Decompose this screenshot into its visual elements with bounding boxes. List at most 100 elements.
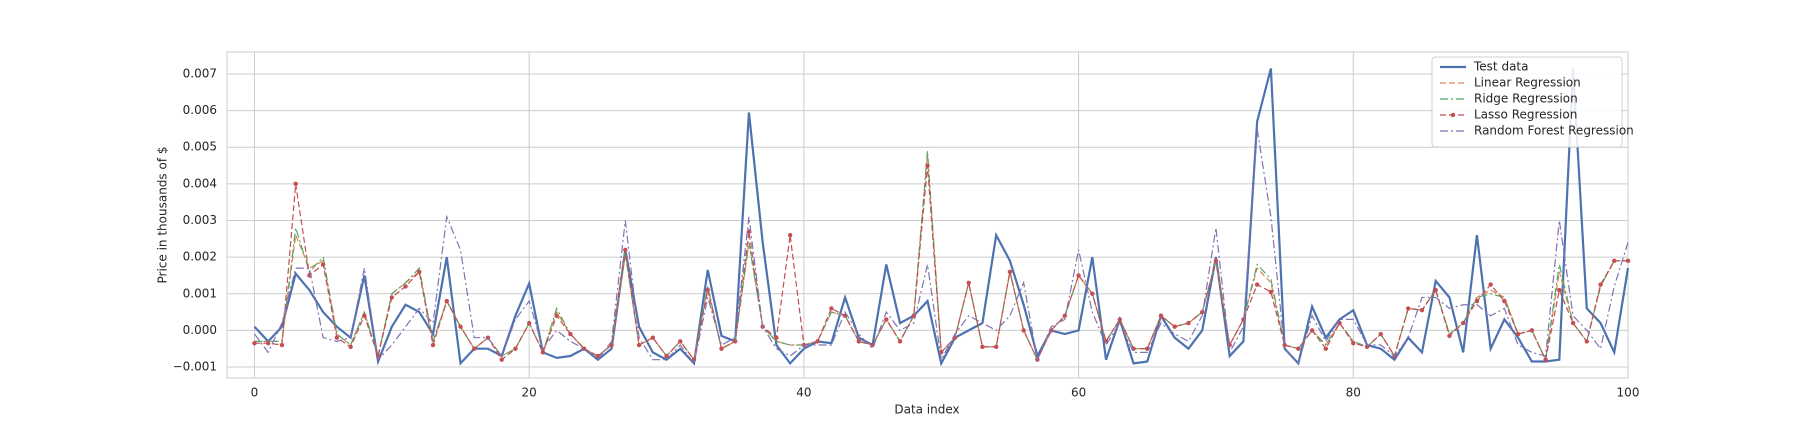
point [1460, 320, 1466, 326]
point [348, 344, 353, 350]
point [966, 280, 971, 285]
y-axis-label: Price in thousands of $ [156, 146, 170, 283]
point [1433, 287, 1438, 293]
grid [227, 52, 1629, 378]
point [719, 346, 724, 351]
point [389, 295, 395, 300]
point [897, 339, 903, 344]
point [1364, 344, 1370, 350]
y-tick-label: 0.005 [183, 140, 217, 154]
point [1625, 258, 1631, 263]
point [925, 163, 930, 168]
y-tick-label: 0.001 [183, 286, 217, 300]
point [1186, 320, 1191, 326]
x-tick-label: 40 [796, 386, 811, 400]
y-tick-label: 0.007 [183, 66, 217, 80]
point [1502, 298, 1507, 304]
point [1612, 258, 1617, 263]
x-tick-label: 60 [1071, 386, 1086, 400]
point [1172, 324, 1177, 329]
x-tick-label: 20 [522, 386, 537, 400]
point [650, 335, 655, 340]
point [733, 339, 738, 344]
plot-area [226, 51, 1629, 379]
point [320, 262, 326, 267]
point [568, 331, 573, 337]
point [430, 342, 436, 348]
point [1268, 289, 1274, 295]
point [1488, 282, 1493, 287]
point [595, 353, 601, 359]
point [980, 344, 985, 350]
point [1145, 346, 1150, 351]
point [1158, 313, 1164, 318]
point [678, 339, 683, 344]
point [403, 284, 408, 289]
point [334, 335, 340, 340]
legend: Test data Linear Regression Ridge Regressi… [1431, 56, 1634, 148]
point [1007, 269, 1013, 274]
y-tick-label: 0.002 [183, 250, 217, 264]
point [705, 287, 710, 293]
point [540, 350, 546, 355]
legend-label: Test data [1473, 60, 1528, 74]
legend-label: Lasso Regression [1474, 108, 1577, 122]
point [1282, 342, 1287, 348]
point [293, 181, 298, 187]
point [1200, 309, 1205, 315]
point [499, 357, 504, 362]
point [1557, 287, 1562, 293]
point [993, 344, 999, 350]
point [252, 341, 257, 346]
y-tick-label: 0.006 [183, 103, 217, 117]
y-tick-label: 0.003 [183, 213, 217, 227]
point [1090, 291, 1095, 296]
point [609, 342, 614, 348]
point [1474, 298, 1480, 304]
point [1584, 339, 1589, 344]
legend-marker [1450, 112, 1456, 118]
point [1323, 346, 1329, 351]
point [554, 313, 559, 318]
point [1076, 273, 1081, 278]
point [279, 342, 285, 348]
series-line [254, 154, 1628, 362]
point [1296, 346, 1301, 351]
point [1570, 320, 1576, 326]
point [417, 269, 422, 274]
x-tick-label: 100 [1617, 386, 1640, 400]
series-line [253, 128, 1629, 365]
point [1515, 331, 1521, 337]
point [829, 306, 834, 311]
point [266, 341, 271, 346]
point [815, 339, 820, 344]
point [444, 298, 449, 304]
series-line [253, 68, 1630, 367]
point [1447, 333, 1452, 339]
point [1254, 282, 1260, 287]
point [1406, 306, 1411, 311]
point [774, 335, 779, 340]
point [526, 320, 532, 326]
point [1543, 357, 1548, 362]
point [1117, 317, 1122, 322]
point [856, 339, 862, 344]
point [362, 313, 367, 318]
point [636, 342, 642, 348]
point [1529, 328, 1535, 333]
point [664, 353, 669, 359]
x-tick-label: 0 [251, 386, 259, 400]
point [623, 247, 628, 252]
legend-label: Random Forest Regression [1474, 124, 1634, 138]
y-tick-label: 0.000 [183, 323, 217, 337]
y-tick-label: −0.001 [173, 360, 217, 374]
point [1213, 258, 1219, 263]
x-axis-label: Data index [894, 403, 959, 417]
legend-label: Ridge Regression [1474, 92, 1578, 106]
legend-label: Linear Regression [1474, 76, 1581, 90]
point [1351, 341, 1356, 346]
y-tick-label: 0.004 [183, 176, 217, 190]
point [472, 346, 477, 351]
point [1378, 331, 1383, 337]
